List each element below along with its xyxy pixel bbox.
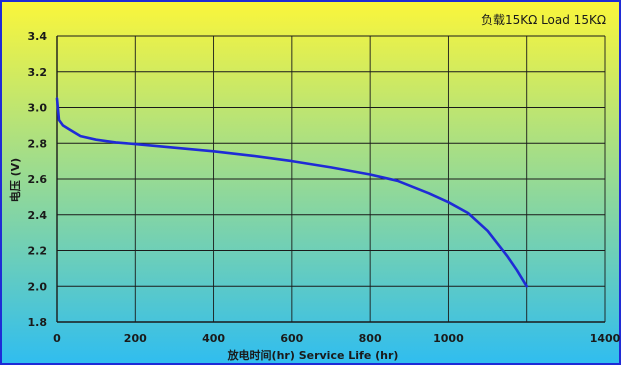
- y-tick-label: 1.8: [28, 316, 48, 329]
- y-tick-label: 3.4: [28, 30, 48, 43]
- y-tick-label: 2.4: [28, 209, 48, 222]
- x-tick-label: 800: [359, 332, 382, 345]
- x-tick-label: 400: [202, 332, 225, 345]
- x-tick-label: 1400: [590, 332, 621, 345]
- x-tick-label: 600: [280, 332, 303, 345]
- y-tick-label: 3.0: [28, 102, 48, 115]
- x-tick-label: 0: [53, 332, 61, 345]
- x-axis-title: 放电时间(hr) Service Life (hr): [227, 348, 399, 362]
- discharge-curve: [55, 97, 528, 288]
- y-tick-label: 2.0: [28, 280, 48, 293]
- y-tick-label: 2.6: [28, 173, 48, 186]
- y-tick-label: 3.2: [28, 66, 48, 79]
- load-annotation: 负载15KΩ Load 15KΩ: [481, 13, 606, 27]
- x-tick-label: 200: [124, 332, 147, 345]
- y-tick-label: 2.8: [28, 137, 48, 150]
- tick-labels: 1.8 2.0 2.2 2.4 2.6 2.8 3.0 3.2 3.4 0 200 400 600 800…: [28, 30, 621, 345]
- y-tick-label: 2.2: [28, 245, 48, 258]
- x-tick-label: 1000: [433, 332, 464, 345]
- series-layer: [55, 97, 528, 288]
- y-axis-title: 电压 (V): [8, 158, 22, 202]
- grid: [56, 35, 606, 323]
